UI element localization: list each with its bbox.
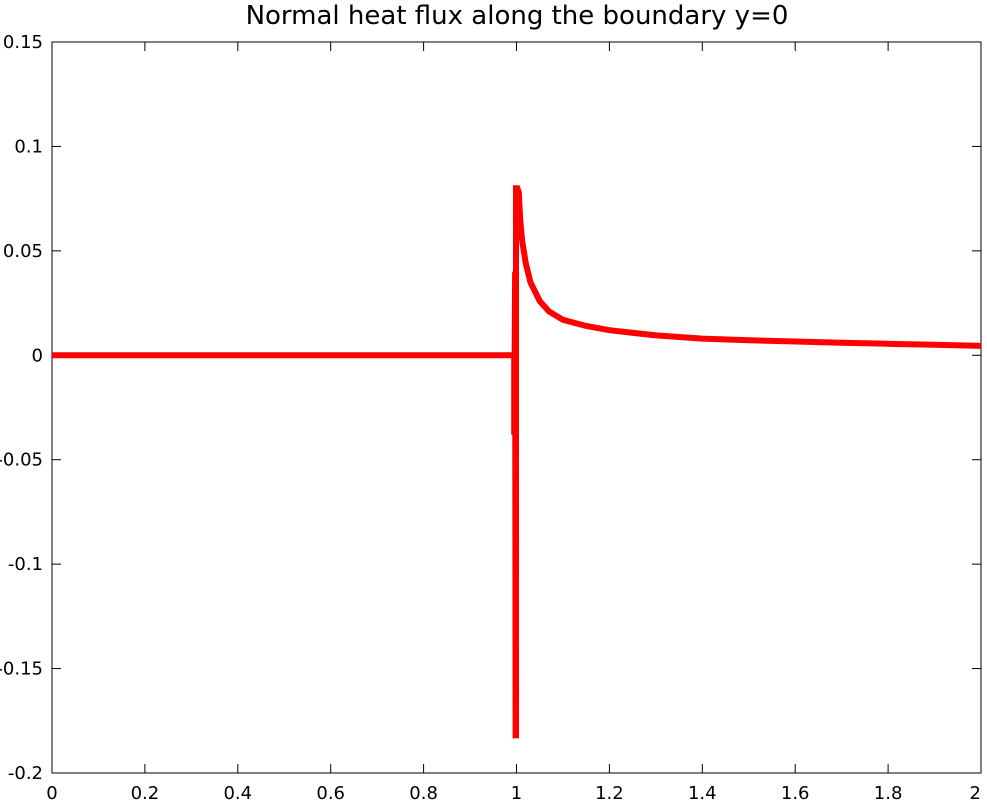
x-tick-label: 1.2 [595,783,624,804]
x-tick-label: 0.8 [409,783,438,804]
chart-title: Normal heat flux along the boundary y=0 [246,1,789,31]
y-tick-label: -0.15 [0,659,43,680]
y-tick-label: -0.05 [0,450,43,471]
x-tick-label: 0 [46,783,57,804]
x-tick-label: 1.4 [688,783,717,804]
y-tick-label: 0 [32,345,43,366]
y-tick-label: 0.1 [14,136,43,157]
x-tick-label: 0.6 [316,783,345,804]
series-layer [52,185,982,739]
series-line-0 [52,185,982,739]
y-tick-label: 0.15 [3,32,43,53]
axes: 0 0.2 0.4 0.6 0.8 1 1.2 1.4 1.6 1.8 2 -0.2 -0.15 -0.1… [0,32,982,804]
x-tick-label: 2 [970,783,981,804]
x-tick-label: 1.6 [781,783,810,804]
y-tick-label: 0.05 [3,241,43,262]
y-tick-label: -0.1 [8,554,43,575]
x-tick-label: 0.4 [223,783,252,804]
x-tick-label: 0.2 [131,783,160,804]
y-tick-label: -0.2 [8,763,43,784]
x-tick-label: 1.8 [874,783,903,804]
x-tick-label: 1 [511,783,522,804]
